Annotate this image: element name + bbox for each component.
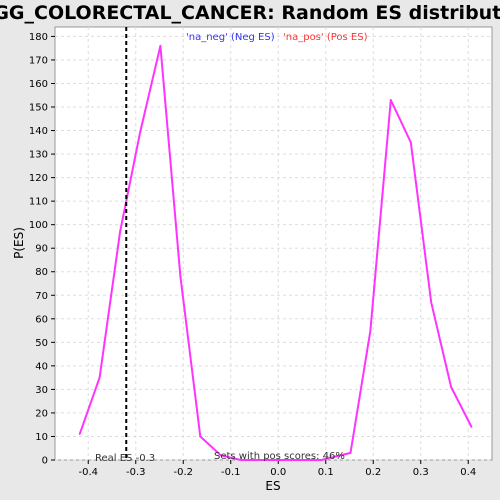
data-point	[349, 452, 352, 454]
x-tick-label: 0.3	[413, 467, 429, 478]
y-tick-label: 110	[29, 197, 48, 208]
data-point	[239, 459, 242, 461]
data-point	[159, 45, 162, 47]
data-point	[199, 435, 202, 438]
y-tick-label: 100	[29, 220, 48, 231]
x-tick-label: -0.1	[221, 467, 241, 478]
y-tick-label: 120	[29, 173, 48, 184]
y-tick-label: 90	[35, 244, 48, 255]
data-point	[450, 386, 452, 388]
real-es-label: Real ES -0.3	[95, 453, 155, 464]
x-tick-label: -0.2	[173, 467, 193, 478]
data-point	[98, 376, 101, 379]
y-tick-label: 20	[35, 408, 48, 419]
data-point	[330, 456, 332, 459]
x-tick-label: -0.4	[78, 467, 98, 478]
data-point	[78, 433, 81, 435]
data-point	[139, 132, 141, 134]
pos-scores-label: Sets with pos scores: 46%	[214, 451, 345, 462]
plot-area	[54, 26, 493, 461]
x-tick-label: 0.0	[270, 467, 286, 478]
x-tick-label: 0.1	[318, 467, 334, 478]
axes: -0.4 -0.3 -0.2 -0.1 0.0 0.1 0.2 0.3 0.4 0 10 20 30 40…	[29, 32, 476, 478]
data-point	[369, 329, 372, 332]
x-tick-label: -0.3	[126, 467, 146, 478]
y-tick-label: 10	[35, 432, 48, 443]
y-tick-label: 30	[35, 385, 48, 396]
y-tick-label: 170	[29, 55, 48, 66]
series-layer	[78, 44, 473, 461]
y-tick-label: 50	[35, 338, 48, 349]
data-point	[280, 459, 282, 461]
x-tick-label: 0.4	[460, 467, 476, 478]
y-tick-label: 130	[29, 150, 48, 161]
data-point	[320, 459, 323, 461]
legend-neg-label: 'na_neg' (Neg ES)	[186, 32, 275, 43]
data-point	[260, 459, 262, 461]
y-tick-label: 140	[29, 126, 48, 137]
y-tick-label: 40	[35, 361, 48, 372]
data-point	[119, 230, 121, 233]
y-tick-label: 180	[29, 32, 48, 43]
y-tick-label: 150	[29, 103, 48, 114]
y-tick-label: 80	[35, 267, 48, 278]
y-axis-label: P(ES)	[12, 227, 26, 259]
y-tick-label: 160	[29, 79, 48, 90]
data-point	[390, 99, 392, 101]
legend-pos-label: 'na_pos' (Pos ES)	[283, 32, 368, 43]
data-point	[179, 275, 182, 278]
x-tick-label: 0.2	[365, 467, 381, 478]
data-point	[470, 426, 473, 428]
y-tick-label: 60	[35, 314, 48, 325]
data-point	[300, 459, 303, 461]
y-tick-label: 0	[42, 456, 48, 467]
chart-title: KEGG_COLORECTAL_CANCER: Random ES distri…	[0, 2, 500, 24]
y-tick-label: 70	[35, 291, 48, 302]
data-point	[409, 141, 412, 144]
data-point	[219, 454, 222, 457]
data-point	[430, 301, 433, 304]
x-axis-label: ES	[265, 479, 280, 493]
